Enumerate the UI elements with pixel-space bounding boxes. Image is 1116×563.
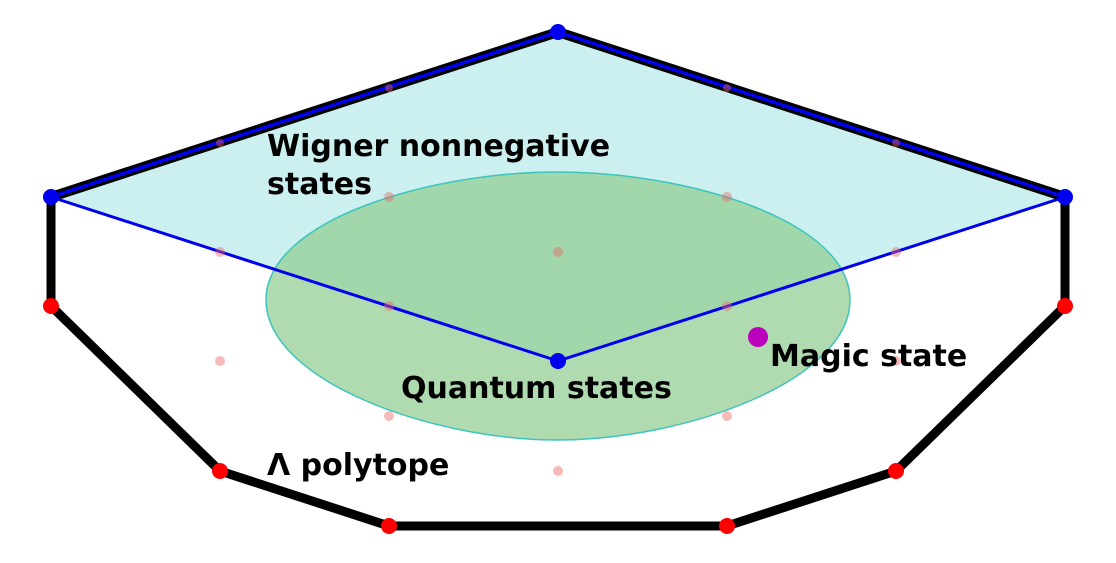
interior-point (722, 192, 732, 202)
wigner-vertex (550, 24, 566, 40)
interior-point (891, 356, 901, 366)
interior-point (384, 411, 394, 421)
magic-state-point (748, 327, 768, 347)
wigner-vertex (550, 353, 566, 369)
lambda-vertex (888, 463, 904, 479)
interior-point (891, 247, 901, 257)
lambda-vertex (719, 518, 735, 534)
interior-point (215, 356, 225, 366)
interior-point (723, 84, 731, 92)
interior-point (722, 301, 732, 311)
interior-point (892, 139, 900, 147)
magic-state-label: Magic state (770, 339, 968, 374)
lambda-polytope-label: Λ polytope (267, 448, 450, 483)
wigner-label-line1: Wigner nonnegative (267, 129, 611, 164)
interior-point (384, 192, 394, 202)
wigner-vertices (43, 24, 1073, 369)
interior-point (384, 301, 394, 311)
lambda-vertex (381, 518, 397, 534)
wigner-vertex (43, 189, 59, 205)
interior-point (385, 84, 393, 92)
lambda-polytope-edge (46, 197, 1070, 531)
quantum-states-label: Quantum states (401, 371, 672, 406)
interior-point (722, 411, 732, 421)
interior-point (215, 247, 225, 257)
interior-point (216, 139, 224, 147)
interior-points (215, 84, 901, 476)
quantum-states-region (265, 171, 851, 441)
interior-point (553, 466, 563, 476)
interior-point (553, 247, 563, 257)
wigner-label-line2: states (267, 167, 372, 202)
lambda-vertices (43, 298, 1073, 534)
lambda-vertex (212, 463, 228, 479)
lambda-vertex (1057, 298, 1073, 314)
lambda-vertex (43, 298, 59, 314)
wigner-vertex (1057, 189, 1073, 205)
